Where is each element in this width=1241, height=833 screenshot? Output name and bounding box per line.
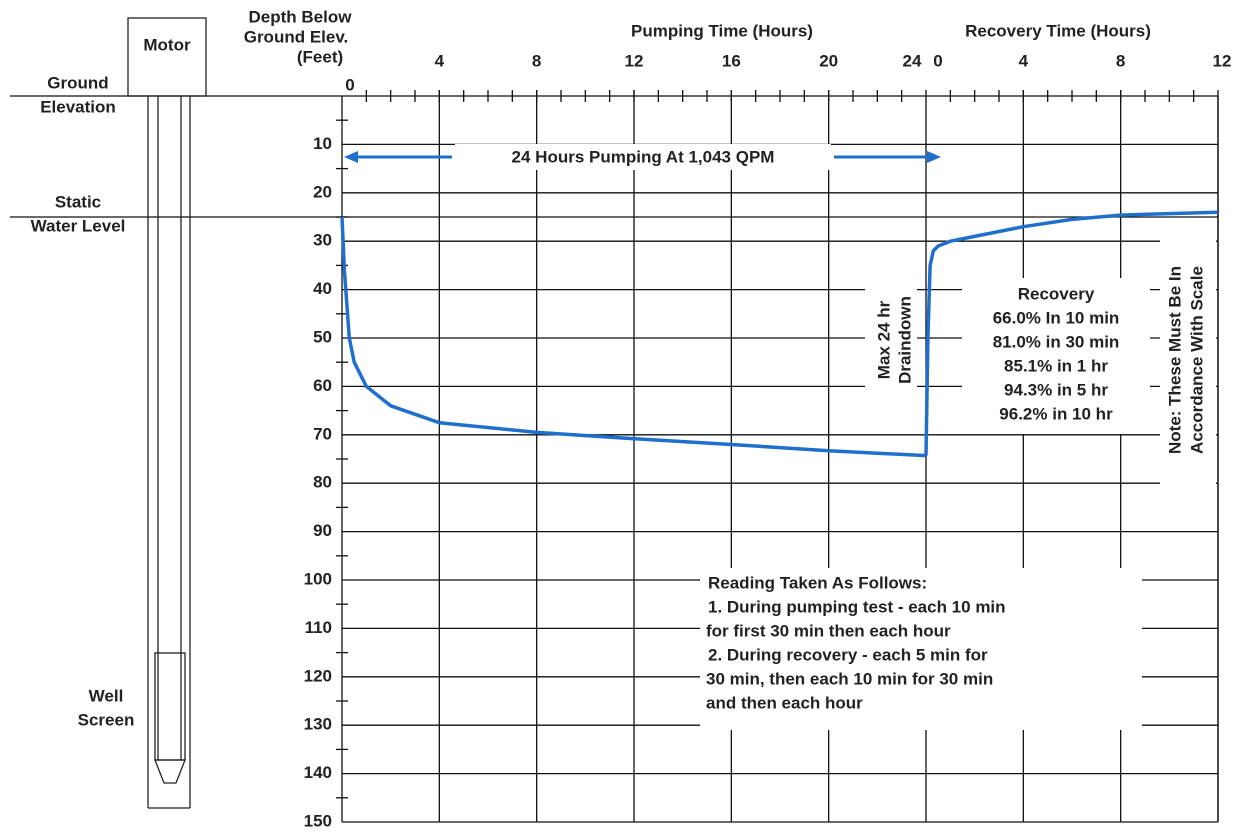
recovery-label: 81.0% in 30 min — [993, 332, 1120, 351]
screen-label: Well — [89, 686, 124, 705]
y-tick-label: 30 — [313, 231, 332, 250]
y-axis-title: Ground Elev. — [244, 27, 349, 46]
draindown-label: Draindown — [895, 296, 914, 384]
screen-label: Screen — [78, 710, 135, 729]
y-axis-title: Depth Below — [249, 7, 353, 26]
chart: 24 Hours Pumping At 1,043 QPM Max 24 hr … — [0, 0, 1241, 833]
y-tick-label: 60 — [313, 376, 332, 395]
y-axis-title: (Feet) — [297, 47, 343, 66]
ground-label: Ground — [47, 73, 108, 92]
readings-label: 30 min, then each 10 min for 30 min — [706, 669, 993, 688]
recovery-label: 94.3% in 5 hr — [1004, 380, 1108, 399]
well-diagram — [128, 18, 206, 808]
y-tick-label: 150 — [304, 811, 332, 830]
readings-label: 2. During recovery - each 5 min for — [708, 645, 988, 664]
x-tick-label: 20 — [819, 51, 838, 70]
draindown-label: Max 24 hr — [874, 300, 893, 379]
y-tick-label: 90 — [313, 521, 332, 540]
y-tick-label: 70 — [313, 424, 332, 443]
y-tick-label: 140 — [304, 763, 332, 782]
y-tick-label: 80 — [313, 473, 332, 492]
x-tick-label: 0 — [345, 75, 354, 94]
y-tick-label: 40 — [313, 279, 332, 298]
recovery-label: 66.0% In 10 min — [993, 308, 1120, 327]
readings-label: 1. During pumping test - each 10 min — [708, 597, 1006, 616]
x2-axis-title: Recovery Time (Hours) — [965, 21, 1151, 40]
y-tick-label: 20 — [313, 182, 332, 201]
readings-label: Reading Taken As Follows: — [708, 573, 927, 592]
y-tick-label: 50 — [313, 327, 332, 346]
y-tick-label: 120 — [304, 666, 332, 685]
y-tick-label: 130 — [304, 715, 332, 734]
y-tick-label: 110 — [305, 618, 332, 637]
static-label: Static — [55, 192, 101, 211]
static-label: Water Level — [31, 216, 126, 235]
note-label: Accordance With Scale — [1187, 266, 1206, 454]
recovery-label: 85.1% in 1 hr — [1004, 356, 1108, 375]
label-backgrounds — [455, 144, 1216, 730]
x2-tick-label: 0 — [933, 51, 942, 70]
x-tick-label: 8 — [532, 51, 541, 70]
readings-label: and then each hour — [706, 693, 863, 712]
recovery-label: Recovery — [1018, 284, 1095, 303]
x-tick-label: 12 — [625, 51, 644, 70]
x2-tick-label: 8 — [1116, 51, 1125, 70]
pumping-label: 24 Hours Pumping At 1,043 QPM — [512, 147, 775, 166]
x-tick-label: 4 — [435, 51, 445, 70]
x-tick-label: 16 — [722, 51, 741, 70]
note-label: Note: These Must Be In — [1165, 266, 1184, 454]
x-axis-title: Pumping Time (Hours) — [631, 21, 813, 40]
x2-tick-label: 12 — [1213, 51, 1232, 70]
x-tick-label: 24 — [903, 51, 922, 70]
motor-label: Motor — [143, 35, 191, 54]
y-tick-label: 100 — [304, 569, 332, 588]
ground-label: Elevation — [40, 97, 116, 116]
x2-tick-label: 4 — [1019, 51, 1029, 70]
readings-label: for first 30 min then each hour — [706, 621, 951, 640]
recovery-label: 96.2% in 10 hr — [999, 404, 1113, 423]
y-tick-label: 10 — [313, 134, 332, 153]
